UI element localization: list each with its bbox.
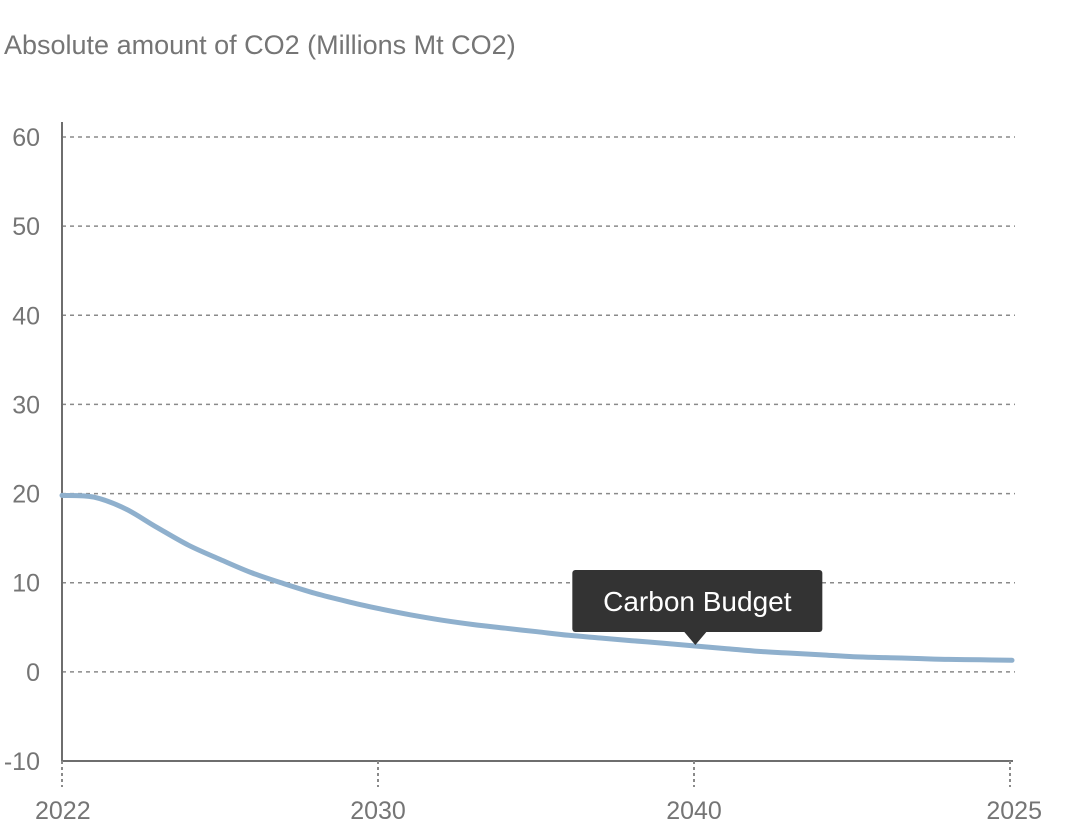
y-tick-label: 0: [26, 659, 40, 687]
x-tick-label: 2022: [35, 797, 91, 825]
chart-title: Absolute amount of CO2 (Millions Mt CO2): [4, 30, 516, 60]
y-tick-label: 50: [12, 213, 40, 241]
y-tick-label: 40: [12, 302, 40, 330]
y-tick-label: 20: [12, 481, 40, 509]
x-tick-label: 2030: [350, 797, 406, 825]
y-tick-label: -10: [4, 748, 40, 776]
y-tick-label: 30: [12, 391, 40, 419]
x-tick-label: 2040: [666, 797, 722, 825]
x-tick-label: 2025: [986, 797, 1042, 825]
y-tick-label: 60: [12, 124, 40, 152]
tooltip-pointer: [684, 632, 707, 646]
series-line-0: [59, 492, 1015, 663]
tooltip-box: [572, 570, 823, 633]
tooltip-label: Carbon Budget: [603, 586, 792, 617]
y-tick-label: 10: [12, 570, 40, 598]
annotation-tooltip: Carbon Budget: [572, 570, 823, 646]
